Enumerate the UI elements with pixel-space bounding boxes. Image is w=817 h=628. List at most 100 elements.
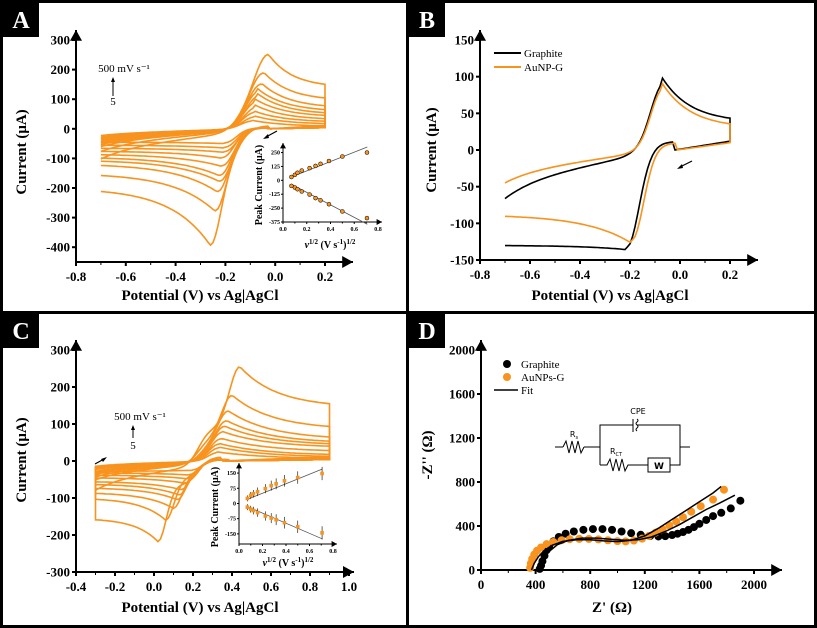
inset-point-anodic [318,161,323,167]
inset-point-anodic [299,168,305,173]
data-point-graphite [736,496,745,505]
data-point-graphite [661,532,670,541]
inset-point-anodic [274,482,278,486]
x-tick-label: -0.4 [165,269,186,284]
inset-point-cathodic [295,524,300,529]
cv-curve-5-mV-s-1 [100,119,326,145]
inset-point-anodic [248,493,253,498]
cpe-label: CPE [630,407,645,416]
inset-x-axis-title: v1/2 (V s-1)1/2 [263,556,314,569]
y-tick-label: -100 [450,216,474,231]
rs-label: Rs [570,430,579,441]
fit-line [530,485,722,571]
y-tick-label: -100 [46,151,70,166]
data-point-aunps-g [687,507,696,516]
x-axis-title: Potential (V) vs Ag|AgCl [121,600,278,616]
rct-label: RCT [610,447,623,458]
inset-point-anodic [307,165,312,171]
y-tick-label: 100 [51,417,71,432]
x-tick-label: 0.4 [224,579,241,594]
panel-label-b: B [409,3,445,37]
y-tick-label: -250 [269,206,280,212]
data-point-graphite [598,525,607,534]
warburg-element-icon [647,457,671,473]
arrow-head-icon [677,164,683,169]
y-tick-label: -125 [269,192,280,198]
x-axis-arrow-icon [771,564,782,576]
y-tick-label: 0 [469,563,476,578]
inset-point-cathodic [318,198,323,203]
y-axis-title: -Z'' (Ω) [420,430,436,479]
inset-point-cathodic [248,507,253,511]
inset-point-cathodic [282,520,287,525]
inset-point-cathodic [326,201,332,207]
inset-point-anodic [295,475,300,480]
inset-point-anodic [282,478,287,483]
inset-point-cathodic [269,516,273,520]
y-axis-arrow-icon [236,463,242,469]
x-tick-label: 0.4 [282,549,290,555]
x-tick-label: -0.4 [66,579,87,594]
y-tick-label: 0 [64,454,71,469]
y-tick-label: 1600 [449,387,475,402]
data-point-aunps-g [672,517,681,526]
data-point-graphite [709,512,718,521]
x-axis-title: Z' (Ω) [592,600,632,616]
data-point-graphite [726,504,735,513]
x-tick-label: 0.2 [303,227,311,233]
y-tick-label: -75 [228,517,236,523]
y-tick-label: 1200 [449,431,475,446]
inset-point-anodic [340,154,345,159]
data-point-aunps-g [594,535,603,544]
panel-a-inset-axes: 0.0 0.2 0.4 0.6 0.8 250 125 0 -125 -250 -375 Peak C… [254,143,382,251]
y-axis-arrow-icon [474,30,486,41]
legend-marker [503,373,511,381]
x-tick-label: 0.8 [302,579,319,594]
inset-point-cathodic [340,209,345,214]
inset-point-anodic [326,158,332,164]
y-tick-label: -150 [450,253,474,268]
legend-label: AuNP-G [524,62,563,74]
x-axis-arrow-icon [376,219,382,225]
data-point-graphite [608,525,617,534]
inset-point-anodic [263,486,268,491]
fit-line-anodic [247,468,323,500]
x-tick-label: -0.2 [215,269,236,284]
y-tick-label: 800 [456,475,476,490]
y-tick-label: -375 [269,220,280,226]
inset-point-cathodic [307,192,312,197]
y-tick-label: 100 [455,69,475,84]
legend-label: Fit [521,385,533,397]
y-axis-arrow-icon [70,340,82,351]
resistor-rs-icon [562,439,585,455]
panel-d: D [406,311,817,628]
inset-point-cathodic [299,189,305,194]
y-axis-arrow-icon [475,340,487,351]
y-tick-label: 400 [456,519,476,534]
data-point-aunps-g [542,540,551,549]
x-tick-label: -0.4 [570,267,591,282]
x-tick-label: 1200 [632,577,658,592]
cv-curve-5-mV-s-1 [94,451,331,473]
x-tick-label: 0.0 [672,267,688,282]
data-point-graphite [702,515,711,524]
x-tick-label: 0.8 [329,549,337,555]
data-point-graphite [695,519,704,528]
panel-c-inset-axes: 0.0 0.2 0.4 0.6 0.8 150 75 0 -75 -150 Peak Current… [210,463,337,569]
inset-point-anodic [255,489,260,494]
scan-rate-max-label: 500 mV s⁻¹ [98,63,150,75]
data-point-aunps-g [584,534,593,543]
arrow-head-icon [101,457,107,462]
x-tick-label: 0.6 [306,549,314,555]
data-point-graphite [561,529,570,538]
x-tick-label: 0.0 [146,579,162,594]
inset-point-cathodic [251,508,256,513]
x-tick-label: 800 [580,577,600,592]
inset-point-anodic [289,174,294,180]
x-axis-title: Potential (V) vs Ag|AgCl [121,288,278,304]
y-tick-label: 300 [51,343,71,358]
y-tick-label: 150 [455,33,475,48]
panel-b-axes: -0.8 -0.6 -0.4 -0.2 0.0 0.2 150 100 50 0 -50 -100 -1… [424,30,758,304]
x-tick-label: 0.0 [235,549,243,555]
y-axis-title: Current (μA) [14,417,30,502]
